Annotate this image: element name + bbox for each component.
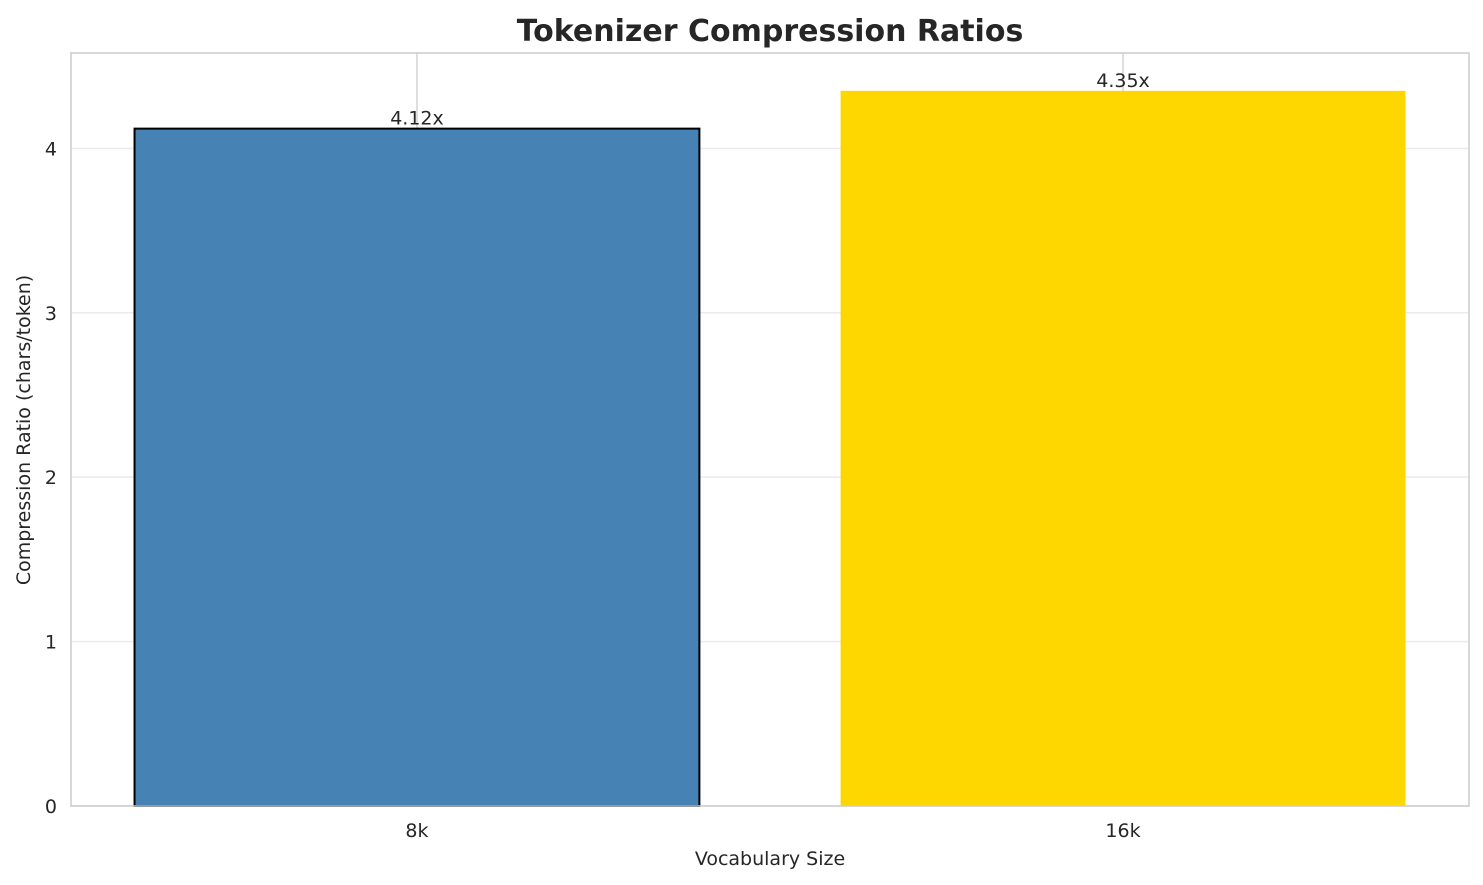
- x-tick-label: 16k: [1105, 820, 1140, 842]
- bars: [133, 90, 1406, 807]
- data-labels: 4.12x 4.35x: [390, 70, 1150, 130]
- y-tick-label: 0: [45, 796, 57, 818]
- y-ticks: 0 1 2 3 4: [45, 138, 57, 818]
- y-tick-label: 3: [45, 303, 57, 325]
- bar-16k: [840, 90, 1406, 807]
- y-tick-label: 4: [45, 138, 57, 160]
- plot-frame: [70, 52, 1470, 807]
- x-ticks: 8k 16k: [405, 820, 1140, 842]
- x-tick-label: 8k: [405, 820, 428, 842]
- y-tick-label: 2: [45, 467, 57, 489]
- x-axis-label: Vocabulary Size: [695, 848, 845, 870]
- data-label: 4.12x: [390, 108, 444, 130]
- y-axis-label: Compression Ratio (chars/token): [13, 275, 35, 585]
- chart-title: Tokenizer Compression Ratios: [517, 14, 1024, 49]
- bar-8k: [133, 127, 701, 807]
- data-label: 4.35x: [1096, 70, 1150, 92]
- y-tick-label: 1: [45, 632, 57, 654]
